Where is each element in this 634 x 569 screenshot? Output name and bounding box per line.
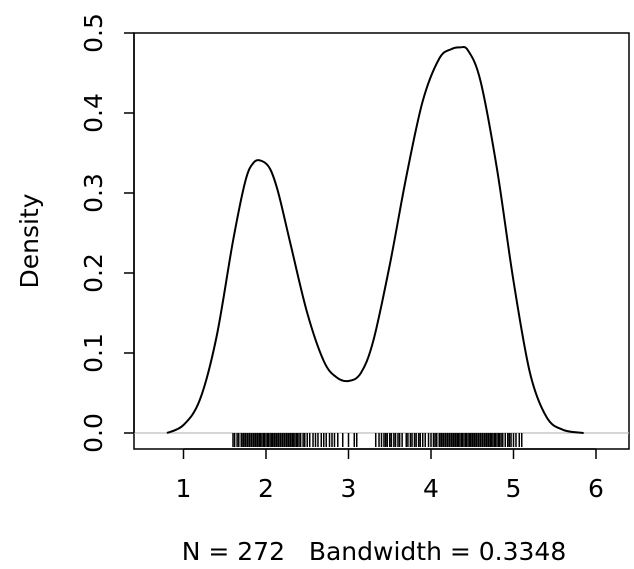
y-tick-label: 0.2 xyxy=(79,253,108,293)
y-tick-label: 0.4 xyxy=(79,93,108,133)
density-curve xyxy=(166,46,584,434)
x-tick-label: 2 xyxy=(258,474,274,503)
x-tick-label: 5 xyxy=(506,474,522,503)
x-axis-label: N = 272 Bandwidth = 0.3348 xyxy=(182,537,567,566)
y-tick-label: 0.1 xyxy=(79,333,108,373)
x-tick-label: 1 xyxy=(176,474,192,503)
rug-marks xyxy=(232,433,523,447)
y-axis: 0.0 0.1 0.2 0.3 0.4 0.5 xyxy=(79,13,135,453)
y-tick-label: 0.3 xyxy=(79,173,108,213)
y-axis-label: Density xyxy=(15,193,44,288)
y-tick-label: 0.0 xyxy=(79,413,108,453)
y-tick-label: 0.5 xyxy=(79,13,108,53)
x-tick-label: 6 xyxy=(588,474,604,503)
x-axis: 1 2 3 4 5 6 xyxy=(176,448,604,503)
x-tick-label: 3 xyxy=(341,474,357,503)
x-tick-label: 4 xyxy=(423,474,439,503)
plot-frame xyxy=(133,32,630,450)
